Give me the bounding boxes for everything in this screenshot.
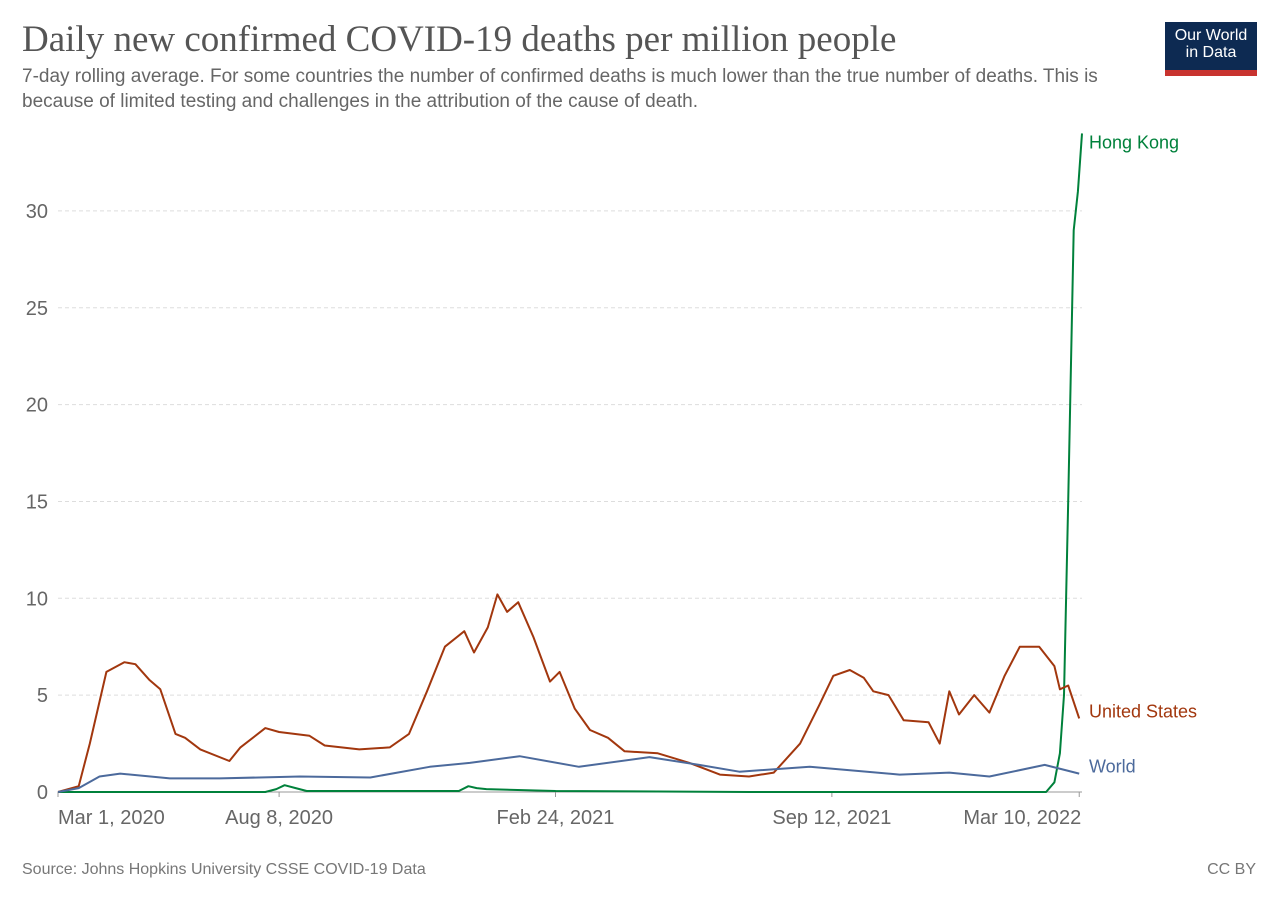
series-line-world [57,755,1080,793]
series-label: United States [1089,701,1197,721]
logo-line1: Our World [1174,27,1248,44]
series-line-united-states [57,593,1081,793]
owid-logo[interactable]: Our World in Data [1165,22,1257,76]
y-tick-label: 30 [26,201,48,223]
y-tick-label: 15 [26,491,48,513]
y-tick-label: 5 [37,685,48,707]
x-tick-label: Mar 1, 2020 [58,807,165,829]
license-link[interactable]: CC BY [1207,861,1256,878]
series-label: Hong Kong [1089,132,1179,152]
x-tick-label: Sep 12, 2021 [772,807,891,829]
y-tick-label: 0 [37,782,48,804]
x-tick-label: Feb 24, 2021 [497,807,615,829]
logo-line2: in Data [1185,44,1237,61]
series-label: World [1089,757,1136,777]
source-note: Source: Johns Hopkins University CSSE CO… [22,861,426,878]
y-tick-label: 20 [26,395,48,417]
series-line-hong-kong [58,133,1083,793]
chart-title: Daily new confirmed COVID-19 deaths per … [22,19,897,60]
y-tick-label: 10 [26,588,48,610]
chart-subtitle: 7-day rolling average. For some countrie… [22,66,1098,112]
x-tick-label: Mar 10, 2022 [963,807,1081,829]
y-tick-label: 25 [26,298,48,320]
x-tick-label: Aug 8, 2020 [225,807,333,829]
